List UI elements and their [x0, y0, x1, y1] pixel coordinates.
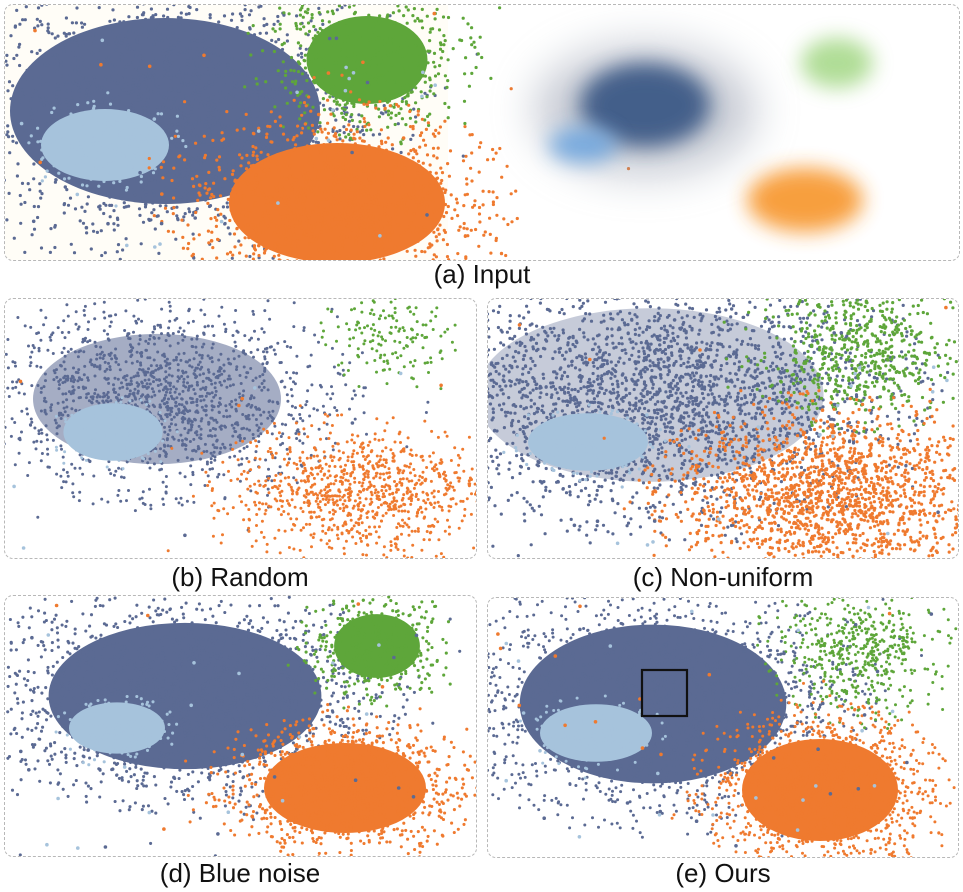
ours-outliers: [496, 604, 934, 852]
panel-ours: [487, 597, 959, 858]
ours-plot: [488, 598, 958, 857]
density-orange: [747, 168, 863, 232]
light-blue-cluster: [502, 403, 691, 489]
orange-core: [264, 743, 426, 833]
green-cluster: [286, 596, 452, 710]
non-uniform-plot: [488, 299, 958, 558]
caption-input: (a) Input: [382, 259, 582, 289]
panel-random: [4, 298, 477, 559]
random-plot: [5, 299, 476, 558]
blue-noise-plot: [5, 596, 476, 856]
highlight-box: [640, 668, 689, 718]
input-plot: [5, 5, 873, 260]
density-dark-blue: [580, 63, 710, 147]
orange-cluster: [670, 679, 956, 857]
input-outliers: [19, 11, 438, 252]
panel-input: [4, 4, 960, 261]
caption-non-uniform: (c) Non-uniform: [598, 562, 848, 592]
green-cluster: [722, 299, 958, 434]
orange-cluster: [147, 73, 631, 260]
light-blue-cluster: [54, 396, 179, 471]
panel-blue-noise: [4, 595, 477, 857]
orange-cluster: [166, 404, 476, 558]
green-cluster: [756, 598, 958, 730]
light-blue-cluster: [518, 694, 667, 780]
random-outliers: [12, 371, 443, 550]
blue-noise-outliers: [19, 602, 419, 850]
panel-non-uniform: [487, 298, 959, 559]
light-blue-cluster: [27, 91, 188, 208]
green-cluster: [243, 5, 502, 162]
orange-cluster: [602, 387, 958, 558]
density-green: [801, 38, 873, 88]
caption-blue-noise: (d) Blue noise: [120, 858, 360, 888]
non-uniform-outliers: [517, 305, 949, 547]
caption-ours: (e) Ours: [623, 858, 823, 888]
light-blue-core: [41, 109, 169, 181]
density-light-blue: [549, 127, 617, 163]
green-cluster: [319, 299, 457, 391]
light-blue-cluster: [54, 694, 179, 767]
caption-random: (b) Random: [130, 562, 350, 592]
orange-cluster: [184, 703, 476, 856]
